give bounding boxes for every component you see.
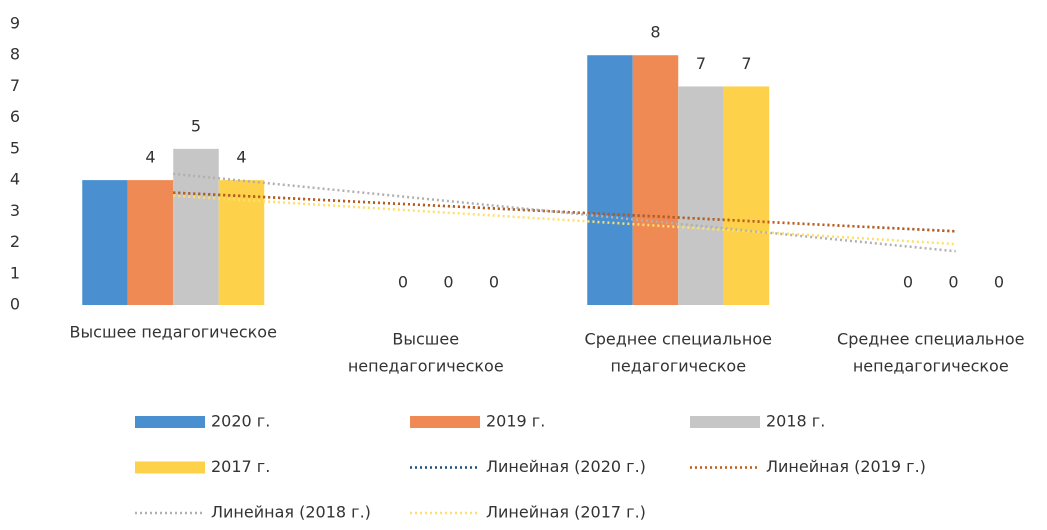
- x-tick-label: педагогическое: [610, 357, 746, 376]
- x-tick-label: Высшее педагогическое: [70, 323, 277, 342]
- legend-label: Линейная (2017 г.): [486, 503, 646, 522]
- data-label: 4: [145, 148, 155, 167]
- bar: [127, 180, 174, 305]
- y-tick-label: 1: [10, 263, 20, 282]
- legend-swatch: [135, 461, 205, 474]
- y-tick-label: 6: [10, 107, 20, 126]
- bar: [82, 180, 128, 305]
- data-label: 7: [741, 54, 751, 73]
- y-tick-label: 8: [10, 45, 20, 64]
- bar: [218, 180, 265, 305]
- data-label: 8: [650, 23, 660, 42]
- legend-label: 2018 г.: [766, 412, 825, 431]
- data-label: 7: [696, 54, 706, 73]
- legend-swatch: [690, 416, 760, 428]
- bar: [587, 55, 633, 305]
- legend-label: Линейная (2019 г.): [766, 457, 926, 476]
- y-tick-label: 2: [10, 232, 20, 251]
- x-tick-label: Высшее: [392, 330, 459, 349]
- legend-label: 2020 г.: [211, 412, 270, 431]
- data-label: 0: [948, 273, 958, 292]
- y-tick-label: 3: [10, 201, 20, 220]
- y-tick-label: 5: [10, 138, 20, 157]
- x-tick-label: непедагогическое: [348, 357, 504, 376]
- y-tick-label: 0: [10, 295, 20, 314]
- bar: [173, 148, 219, 305]
- bar: [723, 86, 770, 305]
- trendline: [173, 194, 956, 246]
- data-label: 0: [903, 273, 913, 292]
- trendline: [173, 172, 956, 253]
- y-tick-label: 9: [10, 14, 20, 33]
- x-tick-label: Среднее специальное: [585, 330, 772, 349]
- x-tick-label: непедагогическое: [853, 357, 1009, 376]
- y-tick-label: 7: [10, 76, 20, 95]
- data-label: 0: [398, 273, 408, 292]
- bar: [678, 86, 724, 305]
- data-label: 0: [443, 273, 453, 292]
- legend-swatch: [135, 416, 205, 428]
- data-label: 0: [489, 273, 499, 292]
- legend-label: 2017 г.: [211, 457, 270, 476]
- legend-label: Линейная (2020 г.): [486, 457, 646, 476]
- x-tick-label: Среднее специальное: [837, 330, 1024, 349]
- data-label: 4: [236, 148, 246, 167]
- legend-label: Линейная (2018 г.): [211, 503, 371, 522]
- legend-label: 2019 г.: [486, 412, 545, 431]
- data-label: 0: [994, 273, 1004, 292]
- bar: [632, 55, 679, 305]
- data-label: 5: [191, 116, 201, 135]
- legend-swatch: [410, 416, 480, 428]
- trendline: [173, 191, 956, 233]
- y-tick-label: 4: [10, 170, 20, 189]
